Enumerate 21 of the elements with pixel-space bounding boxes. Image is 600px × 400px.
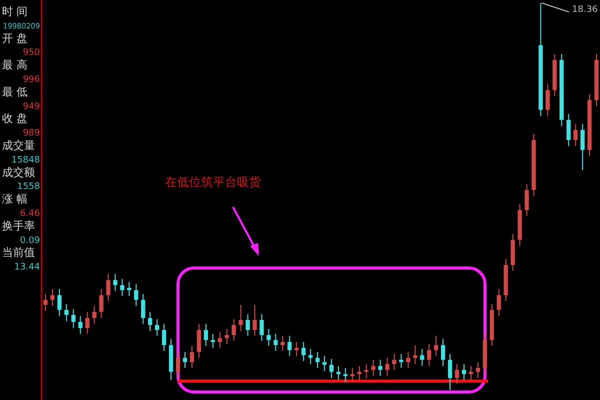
- text: 时 间: [2, 5, 28, 18]
- text: 当前值: [2, 246, 35, 260]
- text: 涨 幅: [2, 192, 28, 206]
- text: 15848: [11, 155, 40, 166]
- text: 1558: [17, 182, 40, 192]
- text: 开 盘: [2, 32, 28, 45]
- text: 6.46: [20, 209, 40, 219]
- text: 950: [22, 48, 40, 58]
- annotation: 在低位筑平台吸货: [165, 175, 261, 189]
- text: 成交额: [2, 166, 35, 179]
- text: 996: [22, 75, 40, 85]
- text: 最 低: [2, 85, 28, 98]
- text: 13.44: [14, 262, 40, 273]
- annotation: 18.36: [572, 5, 598, 15]
- text: 收 盘: [2, 112, 28, 126]
- text: 最 高: [2, 58, 28, 72]
- text: 949: [22, 102, 40, 112]
- text: 成交量: [2, 139, 35, 152]
- text: 0.09: [20, 236, 40, 246]
- text: 换手率: [2, 219, 35, 232]
- text: 989: [22, 128, 40, 139]
